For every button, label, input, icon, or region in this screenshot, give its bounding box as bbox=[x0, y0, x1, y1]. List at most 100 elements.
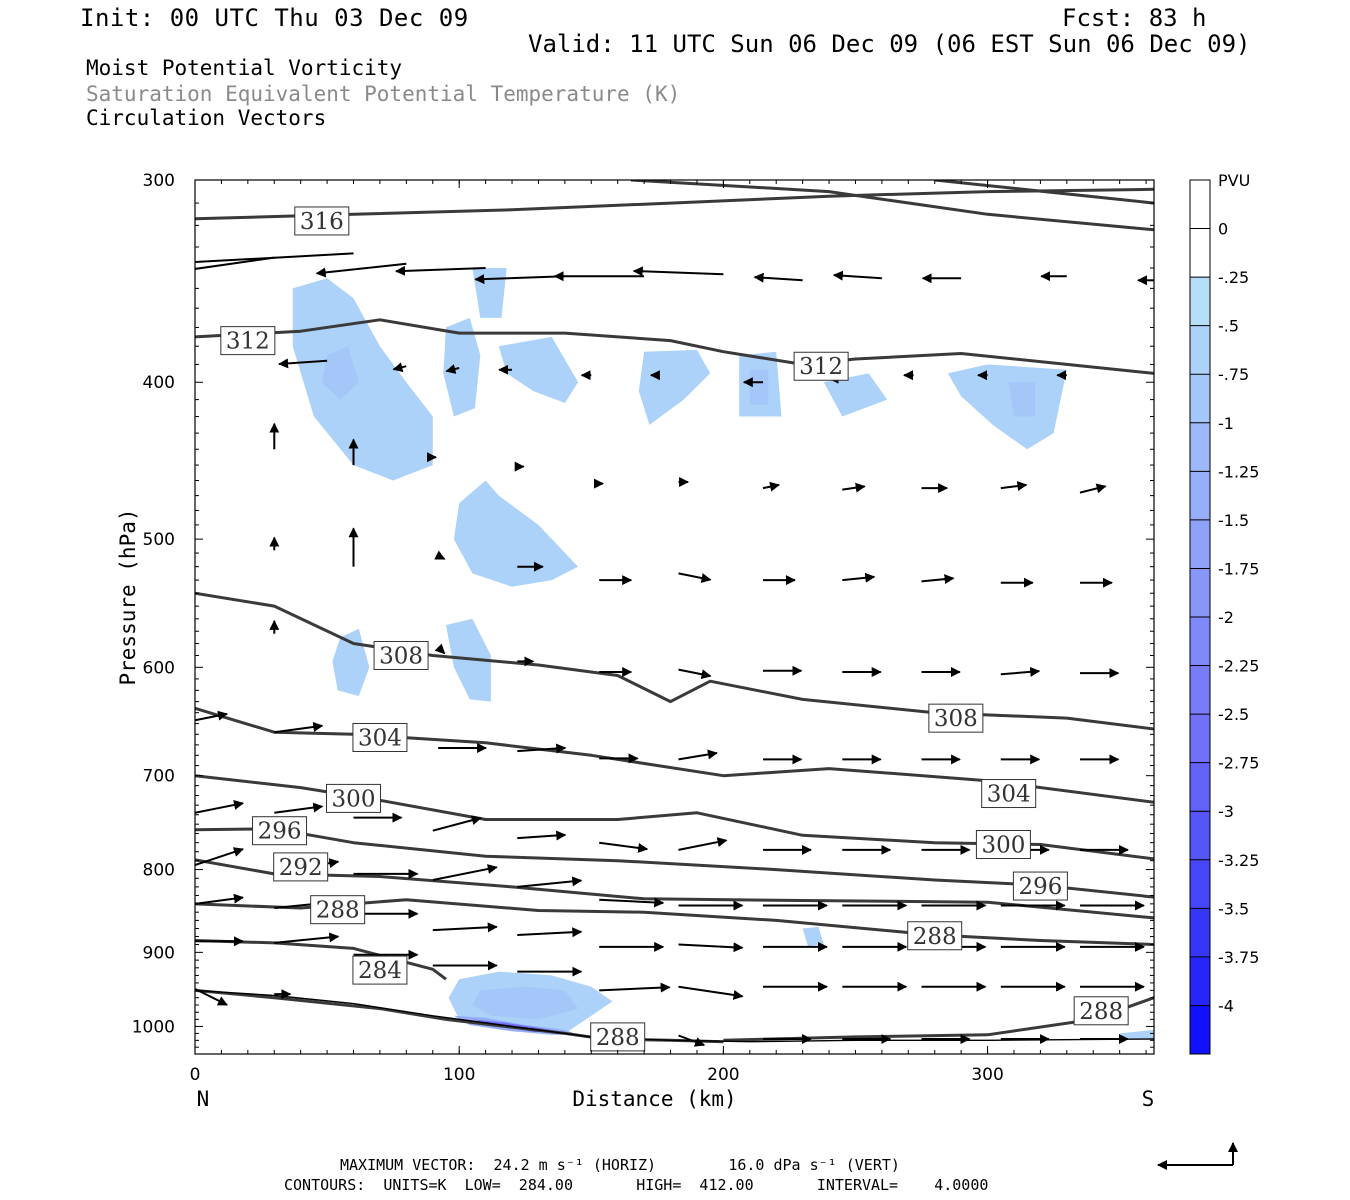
x-tick-label: 100 bbox=[443, 1065, 475, 1085]
contour-label-text: 288 bbox=[596, 1025, 640, 1051]
colorbar-label: -1 bbox=[1218, 414, 1234, 433]
colorbar-label: -3 bbox=[1218, 802, 1234, 821]
theta-es-contour-316 bbox=[195, 187, 1154, 221]
colorbar-swatch bbox=[1190, 568, 1210, 617]
contour-label-text: 288 bbox=[1079, 999, 1123, 1025]
circulation-vector bbox=[599, 897, 665, 908]
contour-label-box bbox=[352, 955, 408, 985]
pv-region bbox=[1119, 1029, 1154, 1039]
contour-labels: 316 312 312 308 308 304 304 300 300 296 296 292 288 2… bbox=[220, 206, 1129, 1052]
pv-region bbox=[749, 369, 769, 405]
field-label-vectors: Circulation Vectors bbox=[86, 106, 327, 130]
theta-es-contour-320 bbox=[630, 180, 1154, 232]
circulation-vector bbox=[678, 985, 744, 1000]
contour-label-text: 288 bbox=[316, 898, 360, 924]
circulation-vector bbox=[434, 550, 446, 560]
colorbar-swatch bbox=[1190, 811, 1210, 860]
contour-label: 288 bbox=[907, 921, 963, 951]
circulation-vector bbox=[678, 837, 728, 851]
pv-region bbox=[472, 268, 507, 318]
colorbar-label: -2.25 bbox=[1218, 657, 1259, 676]
contour-label-box bbox=[326, 783, 382, 813]
pv-region bbox=[472, 986, 579, 1020]
contour-label-box bbox=[981, 779, 1037, 809]
y-tick-label: 600 bbox=[143, 658, 175, 678]
field-label-mpv: Moist Potential Vorticity bbox=[86, 56, 403, 80]
contour-label-text: 312 bbox=[226, 329, 270, 355]
theta-es-contour-288 bbox=[195, 939, 447, 981]
contour-label: 316 bbox=[294, 206, 350, 236]
contour-info-footnote: CONTOURS: UNITS=K LOW= 284.00 HIGH= 412.… bbox=[284, 1176, 989, 1194]
contour-label-box bbox=[273, 852, 329, 882]
contour-label-box bbox=[907, 921, 963, 951]
south-label: S bbox=[1142, 1087, 1155, 1111]
contour-label: 284 bbox=[352, 955, 408, 985]
contour-label-box bbox=[294, 206, 350, 236]
y-axis-title: Pressure (hPa) bbox=[116, 508, 140, 685]
circulation-vector bbox=[517, 876, 583, 888]
circulation-vector bbox=[678, 1034, 706, 1047]
circulation-vector bbox=[432, 815, 482, 832]
contour-label-text: 292 bbox=[279, 855, 323, 881]
pv-region bbox=[1008, 382, 1036, 417]
contour-label-box bbox=[793, 351, 849, 381]
contour-label-text: 300 bbox=[332, 786, 376, 812]
circulation-vector bbox=[832, 270, 882, 281]
field-label-theta-es: Saturation Equivalent Potential Temperat… bbox=[86, 82, 681, 106]
contour-label-text: 304 bbox=[358, 725, 402, 751]
y-tick-label: 500 bbox=[143, 530, 175, 550]
contour-label-box bbox=[1073, 996, 1129, 1026]
circulation-vector bbox=[1079, 483, 1107, 494]
circulation-vector bbox=[274, 722, 324, 734]
x-tick-label: 300 bbox=[971, 1065, 1003, 1085]
colorbar-label: -2.75 bbox=[1218, 754, 1259, 773]
contour-label-box bbox=[373, 640, 429, 670]
contour-label: 288 bbox=[310, 895, 366, 925]
pv-region bbox=[453, 480, 579, 587]
x-axis-title: Distance (km) bbox=[572, 1087, 736, 1111]
circulation-vector bbox=[1000, 481, 1028, 491]
colorbar-swatch bbox=[1190, 325, 1210, 375]
circulation-vector bbox=[432, 922, 498, 933]
circulation-vector bbox=[517, 830, 567, 841]
colorbar-label: -1.25 bbox=[1218, 462, 1259, 481]
circulation-vector bbox=[195, 988, 228, 1006]
valid-time-label: Valid: 11 UTC Sun 06 Dec 09 (06 EST Sun … bbox=[528, 30, 1251, 58]
colorbar-label: -3.5 bbox=[1218, 899, 1249, 918]
colorbar-swatch bbox=[1190, 1005, 1210, 1054]
circulation-vector bbox=[195, 893, 244, 905]
colorbar-swatch bbox=[1190, 665, 1210, 715]
contour-label-text: 296 bbox=[1018, 874, 1062, 900]
circulation-vector bbox=[842, 482, 866, 493]
contour-label: 288 bbox=[590, 1022, 646, 1052]
colorbar-label: -1.75 bbox=[1218, 559, 1259, 578]
contour-label-box bbox=[928, 703, 984, 733]
contour-label: 304 bbox=[981, 779, 1037, 809]
contour-label: 296 bbox=[252, 816, 308, 846]
pv-colorbar: PVU 0 -.25 -.5 -.75 -1 -1.25 -1.5 -1.75 -2 -2.25 -2… bbox=[1189, 171, 1259, 1055]
north-label: N bbox=[197, 1087, 210, 1111]
circulation-vector bbox=[195, 710, 228, 722]
colorbar-swatch bbox=[1190, 714, 1210, 763]
y-tick-label: 900 bbox=[143, 943, 175, 963]
colorbar-swatch bbox=[1190, 228, 1210, 278]
pv-region bbox=[947, 364, 1067, 450]
contour-label: 308 bbox=[373, 640, 429, 670]
pv-region bbox=[823, 373, 888, 417]
max-vector-glyph bbox=[1157, 1142, 1238, 1170]
forecast-hour-label: Fcst: 83 h bbox=[1062, 4, 1207, 32]
circulation-vector bbox=[678, 942, 744, 953]
colorbar-label: -4 bbox=[1218, 996, 1234, 1015]
circulation-vector bbox=[762, 481, 780, 492]
contour-label-box bbox=[975, 830, 1031, 860]
pv-region bbox=[321, 346, 359, 400]
contour-label-text: 312 bbox=[799, 354, 843, 380]
contour-label: 296 bbox=[1012, 871, 1068, 901]
circulation-vector bbox=[632, 266, 724, 277]
circulation-vector bbox=[274, 932, 340, 944]
contour-label-box bbox=[1012, 871, 1068, 901]
terrain-surface bbox=[195, 989, 1154, 1043]
circulation-vector bbox=[678, 668, 712, 680]
x-tick-label: 0 bbox=[190, 1065, 201, 1085]
contour-label-text: 316 bbox=[300, 209, 344, 235]
